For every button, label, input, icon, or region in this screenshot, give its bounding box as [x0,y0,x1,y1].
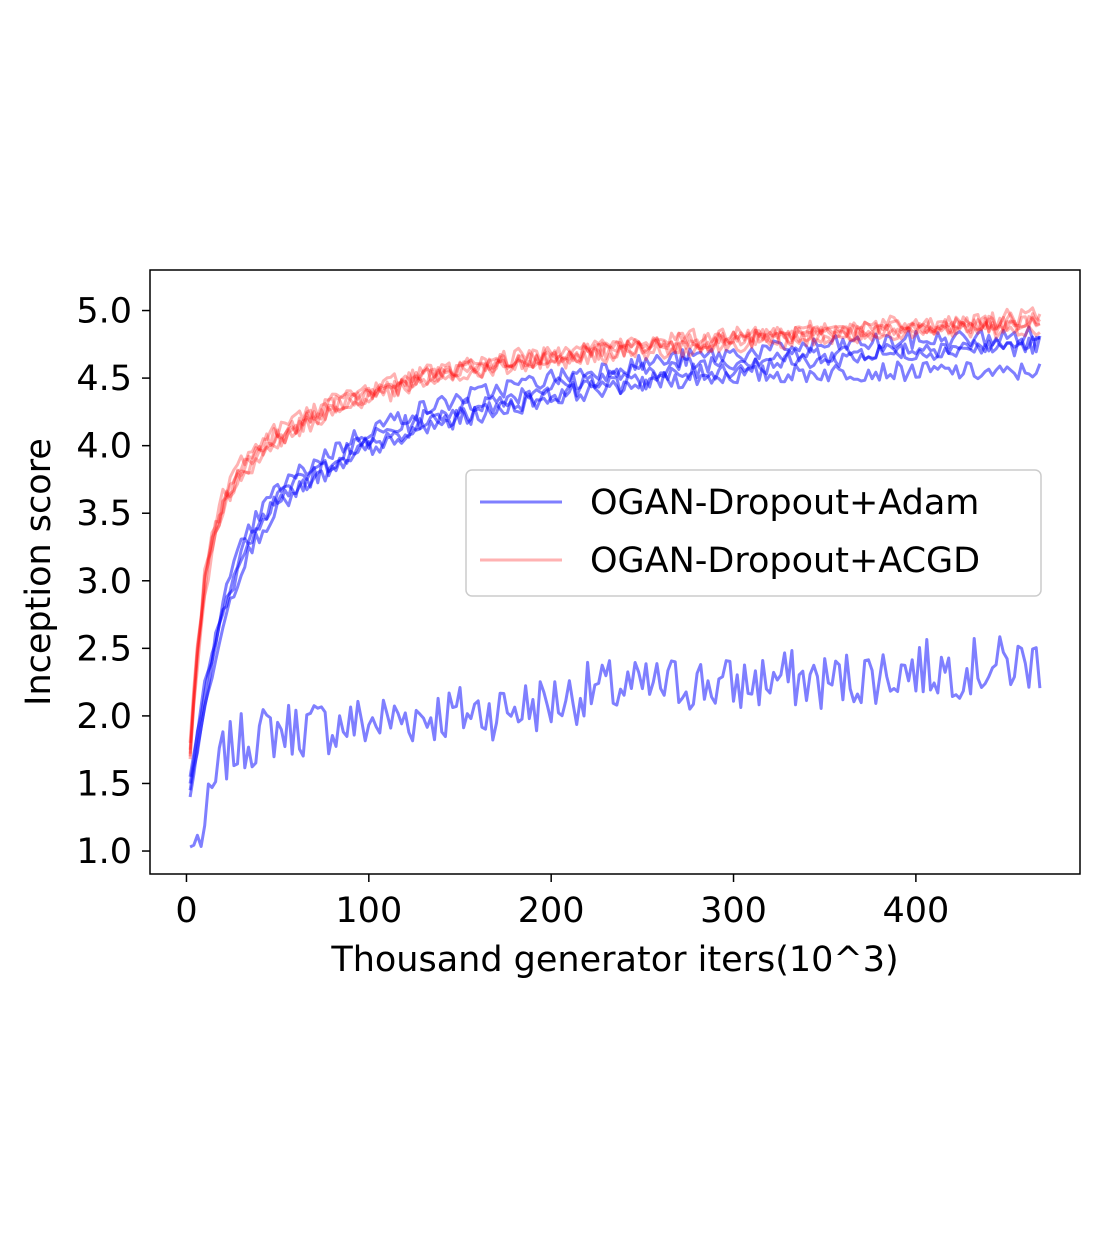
series-line-9 [188,306,1042,744]
y-tick-label: 5.0 [76,292,132,332]
plot-frame [149,269,1081,875]
y-tick-label: 1.5 [76,764,132,804]
x-tick-label: 300 [700,891,767,931]
x-tick-label: 400 [882,891,949,931]
series-line-4 [188,325,1041,777]
series-line-7 [188,311,1041,750]
legend-adam-label: OGAN-Dropout+Adam [590,483,979,523]
y-axis: 1.0 1.5 2.0 2.5 3.0 3.5 4.0 4.5 5.0 [76,292,150,872]
legend: OGAN-Dropout+Adam OGAN-Dropout+ACGD [465,469,1042,597]
x-tick-label: 200 [518,891,585,931]
series-line-8 [188,319,1041,760]
series-line-1 [189,635,1042,849]
y-tick-label: 1.0 [76,832,132,872]
y-tick-label: 4.5 [76,359,132,399]
x-tick-label: 100 [335,891,402,931]
y-tick-label: 2.5 [76,629,132,669]
series-line-10 [188,315,1041,754]
y-tick-label: 3.0 [76,562,132,602]
y-axis-label: Inception score [19,438,59,706]
y-tick-label: 3.5 [76,494,132,534]
series-line-6 [188,312,1042,757]
series-layer [188,306,1042,849]
y-tick-label: 2.0 [76,697,132,737]
legend-box [465,469,1042,597]
series-line-5 [188,335,1042,798]
x-axis-label: Thousand generator iters(10^3) [330,940,898,980]
legend-acgd-label: OGAN-Dropout+ACGD [590,541,980,581]
x-axis: 0 100 200 300 400 [175,874,949,931]
y-tick-label: 4.0 [76,427,132,467]
x-tick-label: 0 [175,891,197,931]
